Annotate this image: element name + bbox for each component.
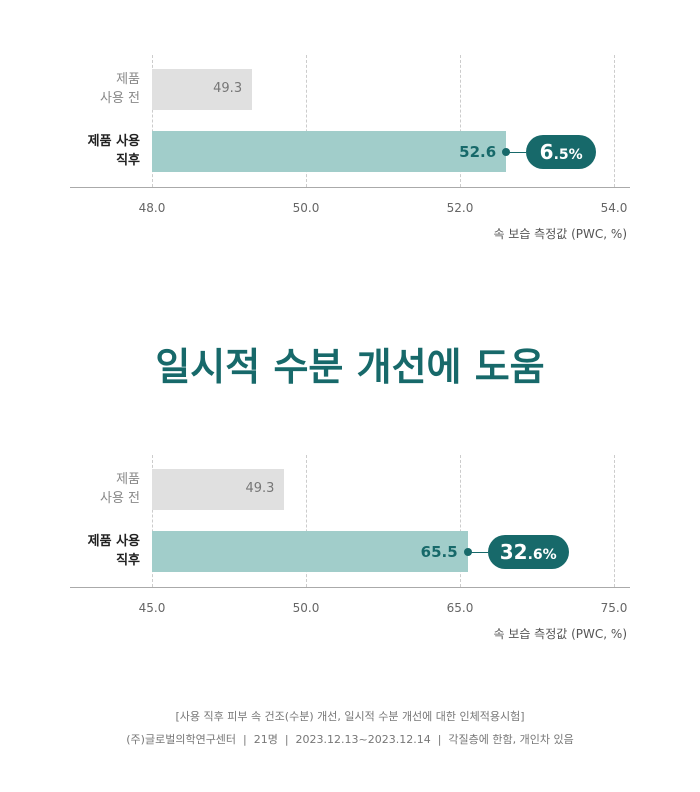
grid-line [152, 55, 153, 187]
footnote: [사용 직후 피부 속 건조(수분) 개선, 일시적 수분 개선에 대한 인체적… [175, 710, 525, 723]
x-tick-label: 54.0 [600, 201, 628, 215]
x-axis-title: 속 보습 측정값 (PWC, %) [493, 627, 627, 641]
x-tick-label: 52.0 [446, 201, 474, 215]
axis-line [70, 587, 630, 588]
value-label: 49.3 [245, 481, 275, 496]
grid-line [306, 55, 307, 187]
x-tick-label: 65.0 [446, 601, 474, 615]
connector [506, 151, 527, 153]
category-label: 제품 사용 직후 [87, 534, 140, 568]
connector [467, 551, 488, 553]
value-label: 65.5 [420, 543, 458, 561]
bar [152, 131, 507, 172]
value-label: 49.3 [213, 81, 243, 96]
category-label: 제품 사용 직후 [87, 134, 140, 168]
x-axis-title: 속 보습 측정값 (PWC, %) [493, 227, 627, 241]
x-tick-label: 48.0 [138, 201, 166, 215]
marker-dot [463, 547, 472, 556]
marker-dot [502, 147, 511, 156]
axis-line [70, 187, 630, 188]
footnote: (주)글로벌의학연구센터 | 21명 | 2023.12.13~2023.12.… [126, 733, 574, 746]
grid-line [614, 455, 615, 587]
category-label: 제품 사용 전 [99, 72, 140, 106]
change-badge: 6.5% [526, 134, 597, 169]
grid-line [306, 455, 307, 587]
grid-line [152, 455, 153, 587]
headline: 일시적 수분 개선에 도움 [155, 345, 545, 389]
bar [152, 469, 285, 510]
grid-line [614, 55, 615, 187]
bar [152, 531, 468, 572]
value-label: 52.6 [459, 143, 497, 161]
grid-line [460, 455, 461, 587]
x-tick-label: 50.0 [292, 201, 320, 215]
category-label: 제품 사용 전 [99, 472, 140, 506]
x-tick-label: 75.0 [600, 601, 628, 615]
bar [152, 69, 253, 110]
x-tick-label: 50.0 [292, 601, 320, 615]
change-badge: 32.6% [487, 534, 569, 569]
x-tick-label: 45.0 [138, 601, 166, 615]
grid-line [460, 55, 461, 187]
